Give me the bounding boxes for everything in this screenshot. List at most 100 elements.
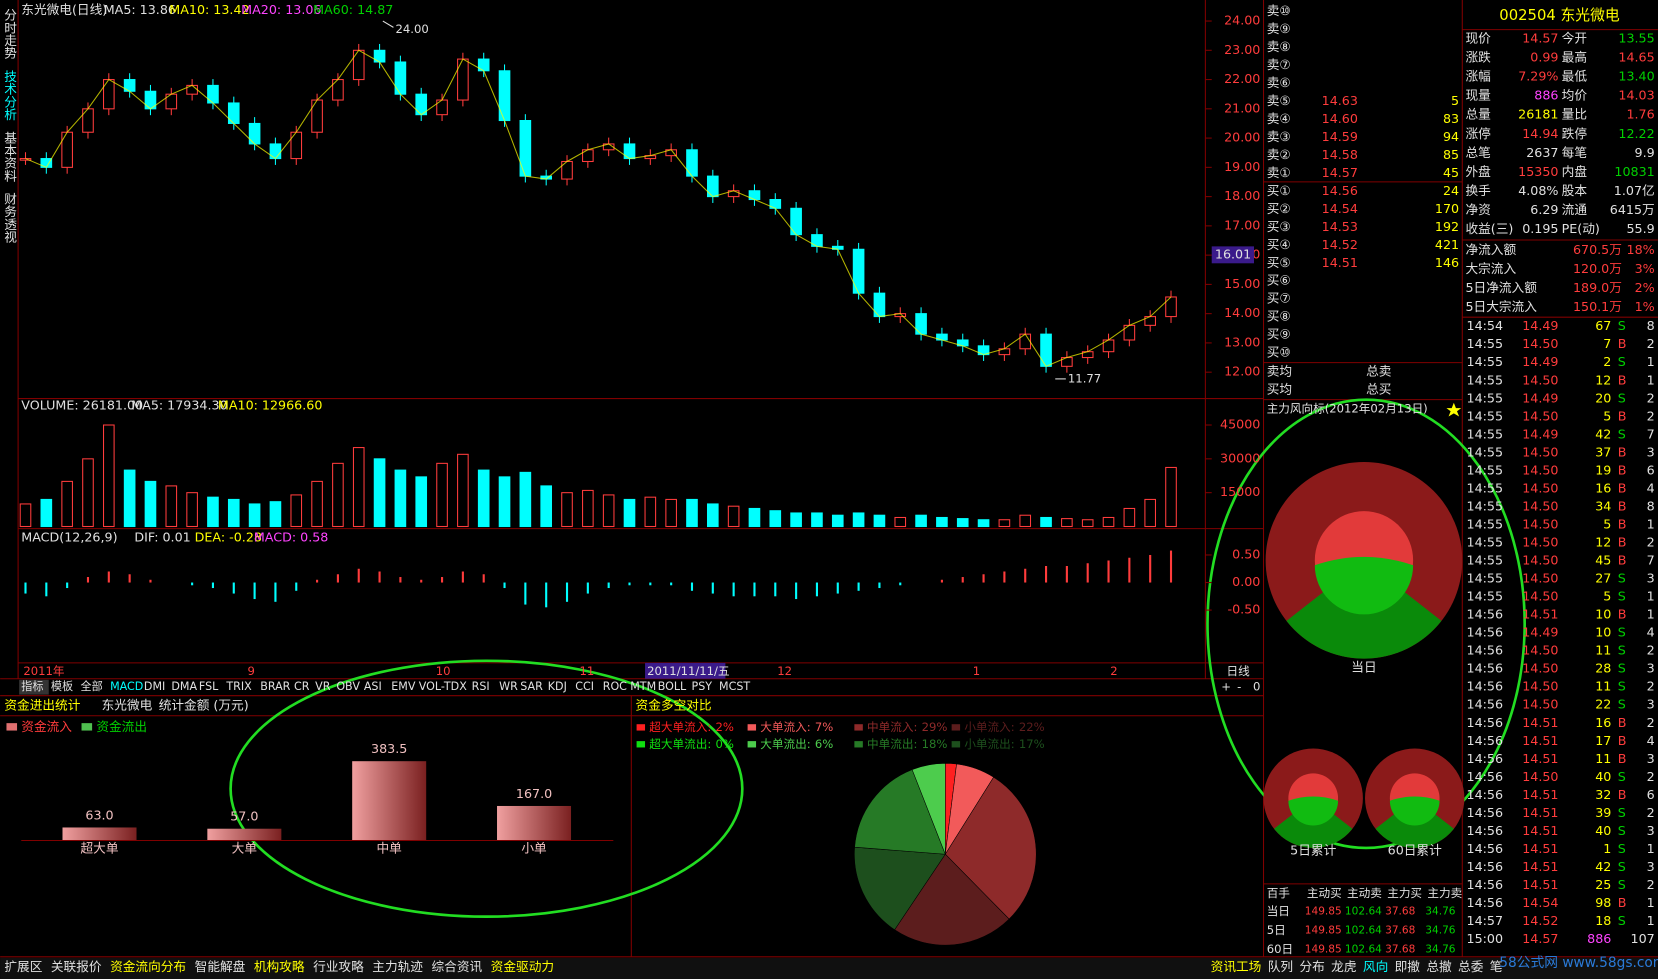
indicator-tab: MACD: [110, 680, 143, 693]
candle: [519, 120, 532, 177]
info-label: 涨跌: [1465, 50, 1491, 65]
volume-bar: [165, 485, 178, 528]
trade-time: 14:56: [1467, 877, 1504, 892]
y-tick-label: 21.00: [1224, 100, 1260, 115]
sell-level: 卖②: [1267, 147, 1291, 162]
volume-bar: [706, 503, 719, 528]
trade-price: 14.51: [1522, 859, 1558, 874]
info-label: 跌停: [1562, 126, 1588, 141]
pie-slice: [854, 846, 946, 931]
trade-count: 1: [1647, 589, 1655, 604]
trade-volume: 16: [1595, 480, 1611, 495]
indicator-tab: VR: [315, 680, 331, 693]
trade-side: S: [1618, 625, 1626, 640]
trade-count: 2: [1647, 715, 1655, 730]
trade-price: 14.51: [1522, 733, 1558, 748]
table-cell: 102.64: [1345, 943, 1382, 955]
trade-volume: 40: [1595, 769, 1611, 784]
pie-legend-value: 29%: [922, 720, 948, 734]
legend-swatch: [747, 724, 757, 731]
trade-side: B: [1618, 498, 1627, 513]
sell-level: 卖⑥: [1267, 75, 1291, 90]
chart-title: 东光微电(日线): [21, 2, 107, 17]
stock-header: 002504 东光微电: [1499, 7, 1620, 24]
trade-side: B: [1618, 895, 1627, 910]
volume-bar: [727, 505, 740, 528]
buy-level: 买⑧: [1267, 309, 1291, 324]
date-label: 1: [973, 664, 980, 678]
trade-count: 1: [1647, 354, 1655, 369]
trade-count: 3: [1647, 823, 1655, 838]
bottom-tab: 综合资讯: [431, 959, 482, 974]
date-highlight: [645, 662, 726, 679]
legend-swatch: [951, 724, 961, 731]
trade-side: S: [1618, 354, 1626, 369]
trade-time: 14:54: [1467, 318, 1504, 333]
trade-count: 3: [1647, 859, 1655, 874]
volume-bar: [686, 498, 698, 528]
trade-time: 14:56: [1467, 769, 1504, 784]
date-label: 2011年: [23, 664, 65, 678]
macd-label: MACD: 0.58: [254, 530, 328, 545]
trade-volume: 7: [1603, 336, 1611, 351]
trade-price: 14.50: [1522, 534, 1558, 549]
trade-volume: 5: [1603, 516, 1611, 531]
y-tick-label: 23.00: [1224, 42, 1260, 57]
trade-price: 14.54: [1522, 895, 1558, 910]
trade-count: 3: [1647, 661, 1655, 676]
trade-side: B: [1618, 480, 1627, 495]
taskbar: [0, 957, 1658, 979]
info-value: 2637: [1526, 145, 1558, 160]
volume-bar: [19, 503, 32, 528]
sell-level: 卖③: [1267, 129, 1291, 144]
volume-bar: [186, 492, 198, 528]
volume-bar: [477, 469, 490, 528]
sidebar-tab: 技术分析: [2, 70, 17, 121]
trade-time: 14:55: [1467, 426, 1504, 441]
volume-bar: [82, 458, 94, 528]
legend-swatch: [6, 723, 18, 731]
trade-price: 14.50: [1522, 498, 1558, 513]
fund-bar: [62, 827, 137, 841]
trade-price: 14.50: [1522, 516, 1558, 531]
trade-count: 4: [1647, 480, 1655, 495]
pie-slice: [911, 763, 946, 855]
buy-level: 买⑥: [1267, 273, 1291, 288]
trade-count: 2: [1647, 408, 1655, 423]
volume-bar: [894, 516, 907, 528]
pie-legend-value: 0%: [715, 737, 733, 751]
trade-volume: 39: [1595, 805, 1611, 820]
trade-volume: 5: [1603, 589, 1611, 604]
trade-count: 1: [1647, 372, 1655, 387]
trade-price: 14.51: [1522, 823, 1558, 838]
trade-side: S: [1618, 841, 1626, 856]
table-cell: 149.85: [1305, 943, 1342, 955]
sell-level: 卖⑧: [1267, 39, 1291, 54]
sell-level: 卖④: [1267, 111, 1291, 126]
trade-count: 1: [1647, 841, 1655, 856]
buy-level: 买⑤: [1267, 255, 1291, 270]
bid-price: 14.54: [1322, 201, 1358, 216]
pie-legend-value: 2%: [715, 720, 733, 734]
info-value: 13.55: [1618, 31, 1654, 46]
info-label: PE(动): [1562, 221, 1600, 236]
volume-bar: [644, 496, 657, 528]
right-tab: 资讯工场: [1211, 959, 1262, 974]
trade-side: S: [1618, 823, 1626, 838]
y-tick-label: 20.00: [1224, 130, 1260, 145]
book-summary: 买均: [1267, 382, 1292, 397]
volume-bar: [936, 516, 948, 528]
trade-volume: 17: [1595, 733, 1611, 748]
buy-level: 买⑨: [1267, 327, 1291, 342]
table-cell: 37.68: [1385, 943, 1415, 955]
legend-swatch: [854, 724, 863, 731]
pie-legend: 大单流出:: [760, 737, 810, 751]
ask-price: 14.63: [1322, 93, 1358, 108]
legend-swatch: [636, 741, 646, 748]
panel-stock: 东光微电: [102, 698, 153, 713]
ma-label: MA5: 13.86: [104, 2, 176, 17]
info-value: 15350: [1518, 164, 1558, 179]
vane-title: 主力风向标(2012年02月13日): [1267, 402, 1428, 416]
trade-side: S: [1618, 661, 1626, 676]
